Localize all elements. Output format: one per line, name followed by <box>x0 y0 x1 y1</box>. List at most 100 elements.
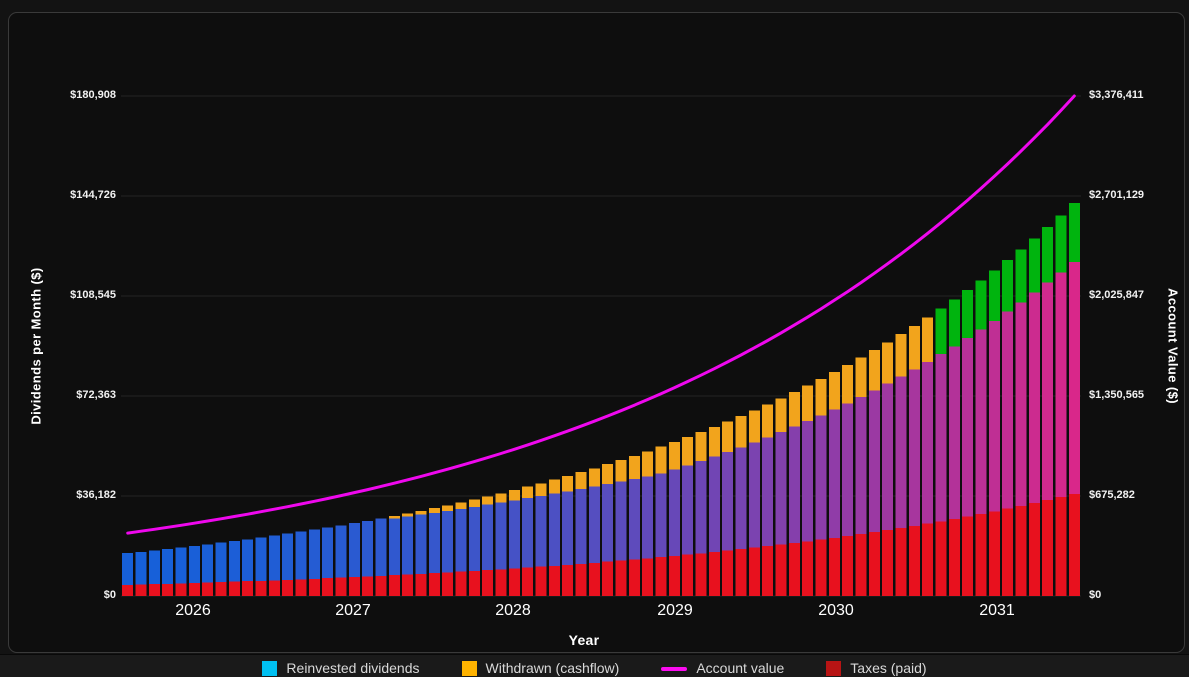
bar-reinvested <box>562 491 574 565</box>
bar-reinvested <box>682 465 694 555</box>
y-axis-tick-left: $72,363 <box>76 389 116 401</box>
bar-taxes <box>508 568 520 596</box>
legend-label: Taxes (paid) <box>850 660 927 676</box>
bar-reinvested <box>842 403 854 536</box>
bar-reinvested <box>735 447 747 550</box>
bar-taxes <box>122 584 134 596</box>
bar-withdrawn <box>868 350 880 391</box>
bar-taxes <box>855 534 867 596</box>
legend-item-taxes-paid[interactable]: Taxes (paid) <box>826 660 927 676</box>
bar-taxes <box>682 554 694 596</box>
bar-taxes <box>615 560 627 596</box>
bar-withdrawn <box>495 493 507 503</box>
bar-taxes <box>282 579 294 596</box>
bar-withdrawn <box>788 392 800 427</box>
reinvested-dividends-swatch-icon <box>262 661 278 676</box>
bar-reinvested <box>295 531 307 580</box>
taxes-paid-swatch-icon <box>826 661 842 676</box>
bar-reinvested <box>335 525 347 578</box>
bar-withdrawn <box>762 404 774 438</box>
bar-withdrawn <box>1028 238 1040 293</box>
bar-taxes <box>322 578 334 596</box>
bar-reinvested <box>1055 272 1067 498</box>
y-axis-tick-right: $3,376,411 <box>1089 89 1144 101</box>
bar-taxes <box>375 575 387 596</box>
bar-taxes <box>1002 508 1014 596</box>
bar-withdrawn <box>735 415 747 448</box>
legend-label: Reinvested dividends <box>286 660 420 676</box>
bar-taxes <box>575 563 587 596</box>
bar-withdrawn <box>428 508 440 513</box>
bar-reinvested <box>202 544 214 583</box>
bar-reinvested <box>602 484 614 562</box>
bar-withdrawn <box>988 270 1000 321</box>
x-axis-year-label: 2030 <box>818 602 854 619</box>
y-axis-tick-left: $36,182 <box>76 489 116 501</box>
x-axis-year-label: 2029 <box>657 602 693 619</box>
bar-taxes <box>935 521 947 596</box>
bar-withdrawn <box>855 357 867 397</box>
bar-taxes <box>922 523 934 596</box>
bar-withdrawn <box>468 499 480 507</box>
bar-withdrawn <box>575 472 587 489</box>
bar-taxes <box>455 571 467 596</box>
bar-withdrawn <box>722 421 734 453</box>
bar-withdrawn <box>1042 227 1054 283</box>
bar-reinvested <box>828 409 840 538</box>
bar-reinvested <box>268 535 280 581</box>
bar-taxes <box>348 577 360 596</box>
bar-withdrawn <box>708 426 720 457</box>
bar-taxes <box>748 547 760 596</box>
bar-taxes <box>655 557 667 596</box>
bar-reinvested <box>148 550 160 585</box>
bar-taxes <box>668 555 680 596</box>
bar-reinvested <box>122 553 134 585</box>
account-value-line-swatch-icon <box>661 666 688 671</box>
bar-taxes <box>148 584 160 596</box>
bar-reinvested <box>175 547 187 584</box>
bar-withdrawn <box>442 505 454 511</box>
bar-taxes <box>242 581 254 596</box>
bar-taxes <box>308 578 320 596</box>
bar-withdrawn <box>682 437 694 466</box>
bar-reinvested <box>882 383 894 531</box>
bar-taxes <box>1055 497 1067 596</box>
bar-taxes <box>708 552 720 596</box>
bar-withdrawn <box>415 510 427 515</box>
bar-taxes <box>602 561 614 596</box>
x-axis-year-label: 2026 <box>175 602 211 619</box>
bar-reinvested <box>135 551 147 585</box>
bar-taxes <box>828 537 840 596</box>
bar-withdrawn <box>402 513 414 517</box>
y-axis-tick-right: $2,701,129 <box>1089 189 1145 201</box>
bar-reinvested <box>428 512 440 574</box>
bar-reinvested <box>948 346 960 519</box>
chart-legend: Reinvested dividends Withdrawn (cashflow… <box>0 654 1189 677</box>
bar-reinvested <box>642 476 654 559</box>
bar-reinvested <box>508 500 520 569</box>
bar-reinvested <box>522 498 534 568</box>
y-axis-title-right: Account Value ($) <box>1165 288 1181 404</box>
bar-reinvested <box>442 510 454 573</box>
bar-withdrawn <box>802 385 814 422</box>
bar-withdrawn <box>895 334 907 377</box>
bar-reinvested <box>535 495 547 567</box>
bar-taxes <box>962 516 974 596</box>
bar-withdrawn <box>655 446 667 474</box>
bar-taxes <box>815 539 827 596</box>
legend-item-withdrawn-cashflow[interactable]: Withdrawn (cashflow) <box>461 661 619 676</box>
bar-taxes <box>495 569 507 596</box>
bar-taxes <box>628 559 640 596</box>
y-axis-tick-right: $675,282 <box>1089 489 1135 501</box>
bar-taxes <box>948 518 960 596</box>
bar-taxes <box>588 562 600 596</box>
bar-reinvested <box>362 520 374 577</box>
bar-taxes <box>482 570 494 596</box>
bar-taxes <box>895 527 907 596</box>
legend-item-account-value[interactable]: Account value <box>661 661 784 676</box>
bar-withdrawn <box>522 486 534 499</box>
bar-reinvested <box>162 548 174 584</box>
legend-item-reinvested-dividends[interactable]: Reinvested dividends <box>262 660 420 676</box>
bar-reinvested <box>548 493 560 566</box>
chart-plot-area[interactable] <box>9 13 1189 677</box>
